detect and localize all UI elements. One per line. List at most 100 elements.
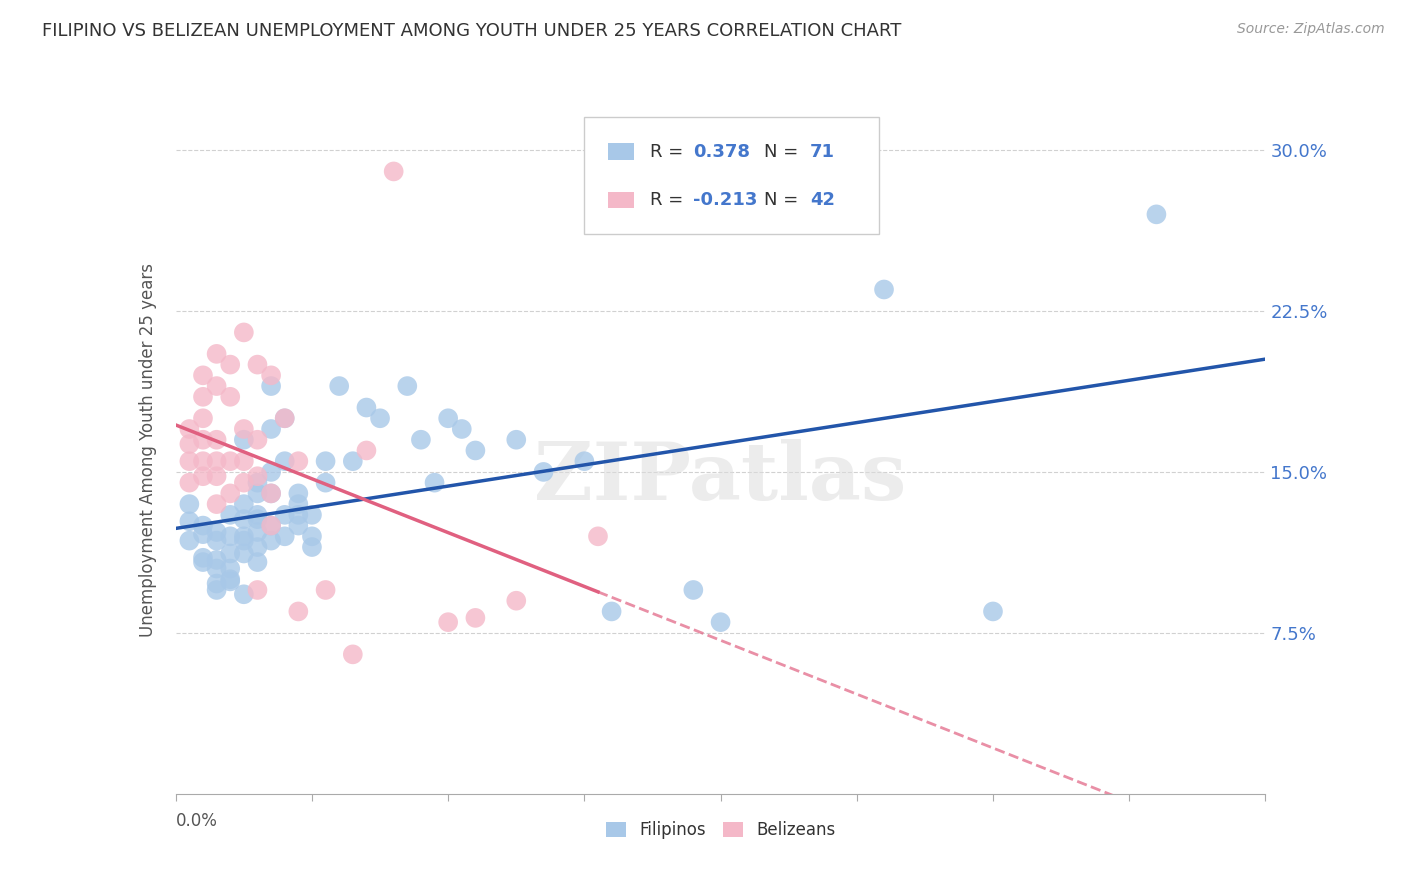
Text: R =: R = [650, 143, 689, 161]
Point [232, 497, 254, 511]
Point [287, 497, 309, 511]
Point [205, 454, 228, 468]
Point [219, 529, 242, 543]
Point [396, 379, 419, 393]
Legend: Filipinos, Belizeans: Filipinos, Belizeans [598, 813, 844, 847]
Point [246, 508, 269, 522]
Point [219, 546, 242, 561]
Point [260, 465, 283, 479]
Point [219, 454, 242, 468]
Point [219, 572, 242, 586]
Point [315, 582, 337, 597]
Text: 0.378: 0.378 [693, 143, 751, 161]
Point [260, 422, 283, 436]
Point [179, 454, 201, 468]
Point [450, 422, 472, 436]
Point [287, 604, 309, 618]
Point [179, 422, 201, 436]
Point [301, 508, 323, 522]
Point [260, 533, 283, 548]
Point [328, 379, 350, 393]
Point [873, 283, 896, 297]
Point [600, 604, 623, 618]
Text: 0.0%: 0.0% [176, 812, 218, 830]
Point [423, 475, 446, 490]
Point [368, 411, 391, 425]
Point [287, 454, 309, 468]
Text: ZIPatlas: ZIPatlas [534, 439, 907, 517]
Point [179, 437, 201, 451]
Point [287, 518, 309, 533]
Point [274, 529, 297, 543]
Point [205, 379, 228, 393]
Point [301, 540, 323, 554]
Point [710, 615, 733, 630]
Point [191, 555, 214, 569]
Point [437, 615, 460, 630]
Point [232, 422, 254, 436]
Point [981, 604, 1004, 618]
Point [409, 433, 432, 447]
Point [1144, 207, 1167, 221]
Point [232, 454, 254, 468]
Y-axis label: Unemployment Among Youth under 25 years: Unemployment Among Youth under 25 years [139, 263, 157, 638]
Point [205, 533, 228, 548]
Point [246, 469, 269, 483]
Point [246, 358, 269, 372]
Point [342, 454, 364, 468]
Point [179, 475, 201, 490]
Point [232, 326, 254, 340]
Point [574, 454, 596, 468]
Point [232, 475, 254, 490]
Text: FILIPINO VS BELIZEAN UNEMPLOYMENT AMONG YOUTH UNDER 25 YEARS CORRELATION CHART: FILIPINO VS BELIZEAN UNEMPLOYMENT AMONG … [42, 22, 901, 40]
Point [205, 433, 228, 447]
Point [205, 524, 228, 539]
Point [232, 512, 254, 526]
Text: -0.213: -0.213 [693, 191, 758, 209]
Text: Source: ZipAtlas.com: Source: ZipAtlas.com [1237, 22, 1385, 37]
Point [205, 576, 228, 591]
Text: 42: 42 [810, 191, 835, 209]
Point [191, 469, 214, 483]
Point [315, 475, 337, 490]
Point [246, 555, 269, 569]
Point [191, 411, 214, 425]
Point [246, 524, 269, 539]
Point [179, 497, 201, 511]
Point [437, 411, 460, 425]
Point [232, 587, 254, 601]
Point [219, 561, 242, 575]
Point [682, 582, 704, 597]
Point [191, 518, 214, 533]
Point [260, 486, 283, 500]
Text: R =: R = [650, 191, 689, 209]
Point [205, 347, 228, 361]
Point [191, 550, 214, 565]
Point [232, 546, 254, 561]
Point [260, 379, 283, 393]
Point [246, 433, 269, 447]
Point [179, 514, 201, 528]
Point [274, 411, 297, 425]
Point [464, 611, 486, 625]
Point [342, 648, 364, 662]
Point [232, 433, 254, 447]
Point [356, 401, 378, 415]
Point [382, 164, 405, 178]
Point [274, 454, 297, 468]
Point [205, 561, 228, 575]
Point [191, 527, 214, 541]
Point [219, 574, 242, 589]
Point [205, 469, 228, 483]
Point [246, 582, 269, 597]
Point [191, 390, 214, 404]
Point [464, 443, 486, 458]
Point [260, 368, 283, 383]
Point [533, 465, 555, 479]
Point [315, 454, 337, 468]
Point [246, 475, 269, 490]
Point [287, 486, 309, 500]
Point [219, 508, 242, 522]
Point [586, 529, 609, 543]
FancyBboxPatch shape [609, 144, 634, 160]
